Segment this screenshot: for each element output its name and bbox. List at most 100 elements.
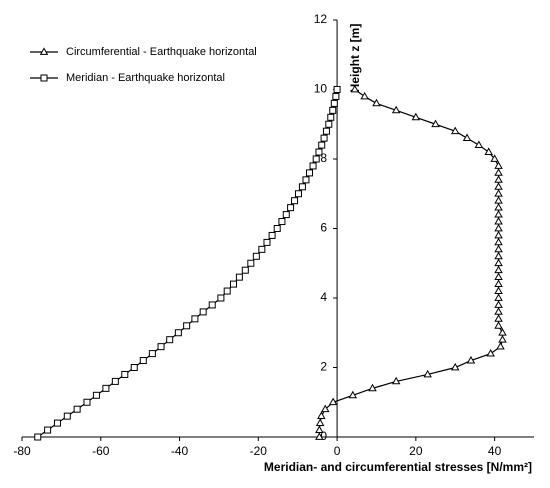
- square-marker: [241, 266, 249, 274]
- square-marker: [247, 259, 255, 267]
- y-tick-label: 10: [314, 82, 328, 96]
- square-marker: [199, 308, 207, 316]
- square-marker: [287, 204, 295, 212]
- triangle-marker: [494, 189, 503, 197]
- triangle-marker: [466, 355, 476, 364]
- x-tick-label: 20: [409, 444, 423, 458]
- triangle-marker: [494, 223, 503, 232]
- triangle-marker: [494, 265, 503, 274]
- triangle-marker: [494, 182, 503, 190]
- triangle-marker: [39, 47, 49, 55]
- square-marker: [268, 231, 276, 239]
- triangle-marker: [494, 168, 503, 176]
- square-marker: [148, 350, 156, 358]
- square-marker: [320, 134, 328, 142]
- triangle-marker: [315, 418, 325, 426]
- triangle-marker: [474, 140, 484, 148]
- square-marker: [92, 391, 100, 399]
- triangle-marker: [498, 328, 507, 336]
- triangle-marker: [494, 272, 503, 281]
- triangle-marker: [494, 279, 503, 287]
- x-tick-label: 40: [488, 444, 502, 458]
- square-marker: [174, 329, 182, 337]
- y-tick-label: 0: [320, 429, 327, 443]
- y-tick-label: 12: [314, 12, 328, 26]
- square-marker: [208, 301, 216, 309]
- square-marker: [291, 197, 299, 205]
- triangle-marker: [498, 335, 507, 343]
- triangle-marker: [321, 404, 330, 413]
- square-marker: [302, 176, 310, 184]
- triangle-marker: [494, 321, 503, 329]
- square-marker: [306, 169, 314, 177]
- y-axis-title: Height z [m]: [348, 24, 362, 93]
- square-marker: [325, 120, 333, 128]
- triangle-marker: [315, 432, 324, 440]
- square-marker: [53, 419, 61, 427]
- triangle-marker: [411, 112, 421, 121]
- triangle-marker: [494, 286, 503, 294]
- triangle-marker: [494, 244, 503, 253]
- series-line: [37, 89, 338, 438]
- square-marker: [223, 287, 231, 295]
- triangle-marker: [450, 126, 460, 135]
- square-marker: [252, 252, 260, 260]
- triangle-marker: [494, 175, 503, 183]
- triangle-marker: [484, 147, 493, 155]
- square-marker: [298, 183, 306, 191]
- square-marker: [315, 148, 323, 156]
- triangle-marker: [494, 307, 503, 315]
- square-marker: [183, 322, 191, 330]
- legend-label: Meridian - Earthquake horizontal: [66, 72, 225, 84]
- triangle-marker: [494, 209, 503, 218]
- triangle-marker: [494, 216, 503, 225]
- y-tick-label: 4: [320, 290, 327, 304]
- square-marker: [330, 99, 338, 107]
- triangle-marker: [350, 84, 360, 93]
- triangle-marker: [494, 196, 503, 204]
- triangle-marker: [494, 314, 503, 322]
- triangle-marker: [486, 348, 495, 357]
- triangle-marker: [391, 376, 401, 385]
- square-marker: [332, 92, 340, 100]
- triangle-marker: [317, 411, 326, 420]
- triangle-marker: [348, 390, 358, 399]
- triangle-marker: [328, 397, 338, 406]
- square-marker: [34, 433, 42, 441]
- x-axis-title: Meridian- and circumferential stresses […: [264, 460, 532, 474]
- square-marker: [309, 162, 317, 170]
- x-tick-label: 0: [334, 444, 341, 458]
- triangle-marker: [494, 237, 503, 246]
- square-marker: [263, 238, 271, 246]
- square-marker: [327, 113, 335, 121]
- square-marker: [191, 315, 199, 323]
- triangle-marker: [494, 300, 503, 308]
- square-marker: [102, 384, 110, 392]
- square-marker: [294, 190, 302, 198]
- triangle-marker: [494, 230, 503, 239]
- square-marker: [44, 426, 52, 434]
- x-tick-label: -80: [13, 444, 31, 458]
- square-marker: [121, 370, 129, 378]
- triangle-marker: [368, 383, 377, 392]
- triangle-marker: [431, 119, 440, 128]
- square-marker: [157, 343, 165, 351]
- triangle-marker: [462, 133, 472, 142]
- y-tick-label: 8: [320, 151, 327, 165]
- square-marker: [63, 412, 71, 420]
- square-marker: [318, 141, 326, 149]
- square-marker: [235, 273, 243, 281]
- square-marker: [333, 86, 341, 93]
- square-marker: [273, 225, 281, 232]
- square-marker: [282, 211, 290, 219]
- series-line: [318, 89, 504, 437]
- square-marker: [111, 377, 119, 385]
- triangle-marker: [372, 98, 381, 107]
- square-marker: [322, 127, 330, 135]
- triangle-marker: [450, 362, 460, 371]
- square-marker: [83, 398, 91, 406]
- triangle-marker: [494, 161, 503, 169]
- square-marker: [329, 106, 337, 114]
- square-marker: [166, 336, 174, 344]
